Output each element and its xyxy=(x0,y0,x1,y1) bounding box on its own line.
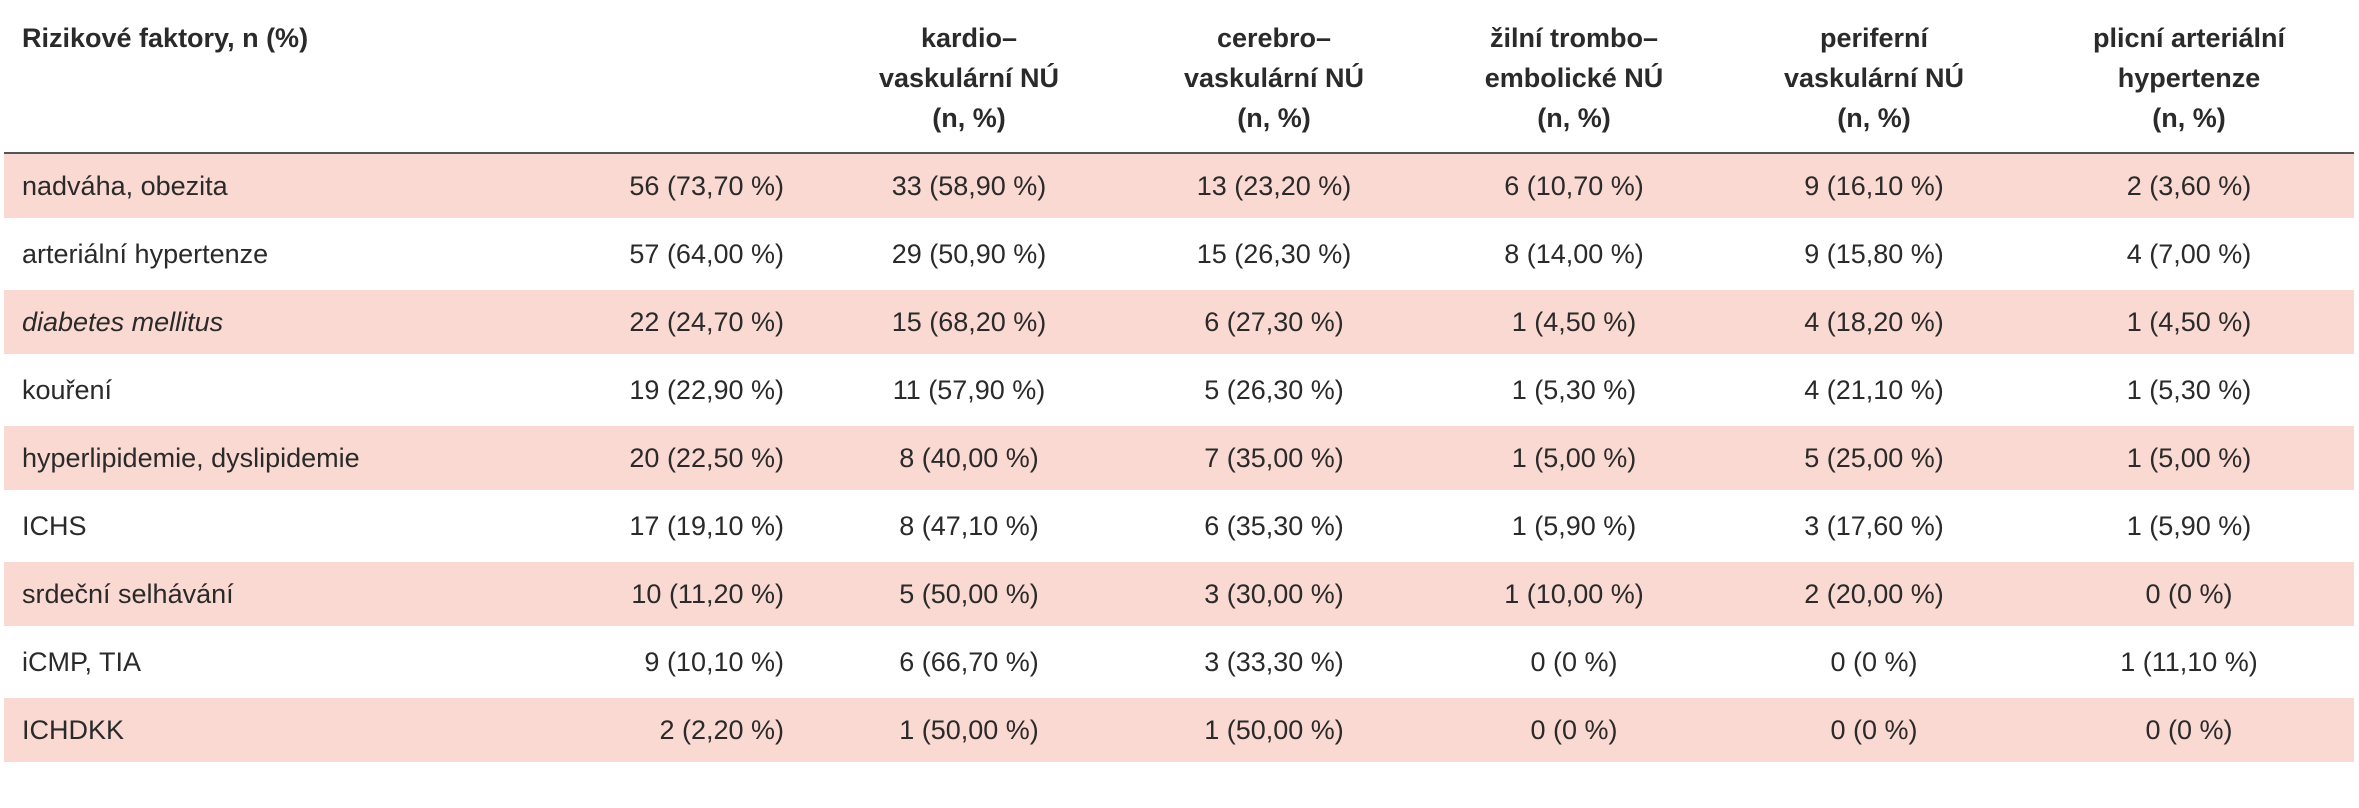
header-cell: žilní trombo– embolické NÚ (n, %) xyxy=(1484,23,1664,133)
row-label: hyperlipidemie, dyslipidemie xyxy=(4,424,564,494)
value-cell: 19 (22,90 %) xyxy=(564,356,814,426)
value-cell: 6 (27,30 %) xyxy=(1124,288,1424,358)
value-cell: 4 (7,00 %) xyxy=(2024,220,2354,290)
header-cell: periferní vaskulární NÚ (n, %) xyxy=(1783,23,1965,133)
header-cell: kardio– vaskulární NÚ (n, %) xyxy=(878,23,1060,133)
value-cell: 0 (0 %) xyxy=(1724,628,2024,698)
row-label: kouření xyxy=(4,356,564,426)
value-cell: 57 (64,00 %) xyxy=(564,220,814,290)
table-row: arteriální hypertenze 57 (64,00 %) 29 (50,… xyxy=(4,220,2354,290)
value-cell: 29 (50,90 %) xyxy=(814,220,1124,290)
value-cell: 6 (10,70 %) xyxy=(1424,153,1724,222)
table-row: kouření 19 (22,90 %) 11 (57,90 %) 5 (26,30 … xyxy=(4,356,2354,426)
value-cell: 1 (5,90 %) xyxy=(1424,492,1724,562)
value-cell: 11 (57,90 %) xyxy=(814,356,1124,426)
value-cell: 0 (0 %) xyxy=(1424,628,1724,698)
page: Rizikové faktory, n (%) kardio– vaskulárn… xyxy=(0,8,2359,808)
value-cell: 3 (30,00 %) xyxy=(1124,560,1424,630)
value-cell: 56 (73,70 %) xyxy=(564,153,814,222)
header-cell: Rizikové faktory, n (%) xyxy=(22,23,309,53)
value-cell: 1 (5,30 %) xyxy=(1424,356,1724,426)
header-cell-empty xyxy=(564,8,814,153)
table-row: ICHS 17 (19,10 %) 8 (47,10 %) 6 (35,30 %) 1 … xyxy=(4,492,2354,562)
value-cell: 4 (21,10 %) xyxy=(1724,356,2024,426)
value-cell: 8 (40,00 %) xyxy=(814,424,1124,494)
value-cell: 6 (35,30 %) xyxy=(1124,492,1424,562)
row-label: diabetes mellitus xyxy=(4,288,564,358)
value-cell: 9 (10,10 %) xyxy=(564,628,814,698)
value-cell: 0 (0 %) xyxy=(1424,696,1724,766)
value-cell: 13 (23,20 %) xyxy=(1124,153,1424,222)
value-cell: 22 (24,70 %) xyxy=(564,288,814,358)
value-cell: 2 (3,60 %) xyxy=(2024,153,2354,222)
value-cell: 5 (25,00 %) xyxy=(1724,424,2024,494)
risk-table: Rizikové faktory, n (%) kardio– vaskulárn… xyxy=(4,8,2354,766)
value-cell: 6 (66,70 %) xyxy=(814,628,1124,698)
value-cell: 7 (35,00 %) xyxy=(1124,424,1424,494)
row-label: srdeční selhávání xyxy=(4,560,564,630)
row-label: iCMP, TIA xyxy=(4,628,564,698)
value-cell: 2 (20,00 %) xyxy=(1724,560,2024,630)
value-cell: 1 (4,50 %) xyxy=(1424,288,1724,358)
value-cell: 2 (2,20 %) xyxy=(564,696,814,766)
value-cell: 9 (16,10 %) xyxy=(1724,153,2024,222)
value-cell: 1 (10,00 %) xyxy=(1424,560,1724,630)
value-cell: 1 (5,90 %) xyxy=(2024,492,2354,562)
value-cell: 1 (5,00 %) xyxy=(1424,424,1724,494)
value-cell: 9 (15,80 %) xyxy=(1724,220,2024,290)
value-cell: 8 (47,10 %) xyxy=(814,492,1124,562)
value-cell: 1 (5,00 %) xyxy=(2024,424,2354,494)
value-cell: 3 (33,30 %) xyxy=(1124,628,1424,698)
table-row: diabetes mellitus 22 (24,70 %) 15 (68,20 %… xyxy=(4,288,2354,358)
value-cell: 15 (26,30 %) xyxy=(1124,220,1424,290)
row-label: arteriální hypertenze xyxy=(4,220,564,290)
value-cell: 4 (18,20 %) xyxy=(1724,288,2024,358)
value-cell: 1 (11,10 %) xyxy=(2024,628,2354,698)
value-cell: 20 (22,50 %) xyxy=(564,424,814,494)
value-cell: 0 (0 %) xyxy=(2024,696,2354,766)
value-cell: 0 (0 %) xyxy=(1724,696,2024,766)
value-cell: 1 (5,30 %) xyxy=(2024,356,2354,426)
row-label: ICHDKK xyxy=(4,696,564,766)
value-cell: 17 (19,10 %) xyxy=(564,492,814,562)
table-row: hyperlipidemie, dyslipidemie 20 (22,50 %)… xyxy=(4,424,2354,494)
table-head: Rizikové faktory, n (%) kardio– vaskulárn… xyxy=(4,8,2354,153)
value-cell: 5 (26,30 %) xyxy=(1124,356,1424,426)
value-cell: 10 (11,20 %) xyxy=(564,560,814,630)
value-cell: 15 (68,20 %) xyxy=(814,288,1124,358)
value-cell: 1 (50,00 %) xyxy=(1124,696,1424,766)
value-cell: 5 (50,00 %) xyxy=(814,560,1124,630)
row-label: ICHS xyxy=(4,492,564,562)
row-label: nadváha, obezita xyxy=(4,153,564,222)
table-row: nadváha, obezita 56 (73,70 %) 33 (58,90 %)… xyxy=(4,153,2354,222)
value-cell: 8 (14,00 %) xyxy=(1424,220,1724,290)
header-cell: cerebro– vaskulární NÚ (n, %) xyxy=(1183,23,1365,133)
header-cell: plicní arteriální hypertenze (n, %) xyxy=(2092,23,2286,133)
value-cell: 3 (17,60 %) xyxy=(1724,492,2024,562)
table-body: nadváha, obezita 56 (73,70 %) 33 (58,90 %)… xyxy=(4,153,2354,766)
table-row: srdeční selhávání 10 (11,20 %) 5 (50,00 %)… xyxy=(4,560,2354,630)
value-cell: 33 (58,90 %) xyxy=(814,153,1124,222)
table-row: iCMP, TIA 9 (10,10 %) 6 (66,70 %) 3 (33,30 … xyxy=(4,628,2354,698)
header-row: Rizikové faktory, n (%) kardio– vaskulárn… xyxy=(4,8,2354,153)
value-cell: 0 (0 %) xyxy=(2024,560,2354,630)
value-cell: 1 (50,00 %) xyxy=(814,696,1124,766)
value-cell: 1 (4,50 %) xyxy=(2024,288,2354,358)
table-row: ICHDKK 2 (2,20 %) 1 (50,00 %) 1 (50,00 %) 0 … xyxy=(4,696,2354,766)
